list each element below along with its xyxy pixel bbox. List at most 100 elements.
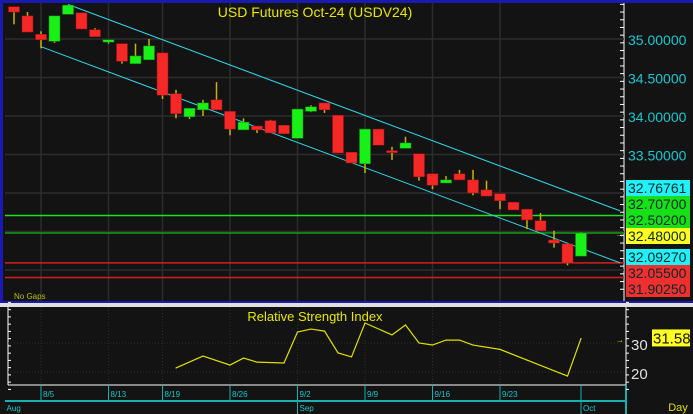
candle-down (251, 125, 263, 131)
date-label: 8/13 (111, 390, 127, 399)
date-label: 8/19 (165, 390, 181, 399)
rsi-value-label: 31.58 (653, 330, 691, 347)
candle-down (345, 151, 358, 164)
candle-down (75, 12, 88, 30)
rsi-point (323, 330, 326, 332)
candle-up (143, 45, 155, 61)
candle-down (507, 201, 520, 211)
rsi-point (283, 362, 285, 364)
price-label-box (626, 281, 690, 297)
date-label: 9/2 (300, 390, 312, 399)
date-label: 9/16 (435, 390, 451, 399)
candle-down (35, 34, 47, 41)
price-label-text: 32.09270 (628, 249, 687, 265)
candle-down (386, 150, 398, 153)
rsi-point (526, 359, 528, 361)
top-border (0, 0, 693, 3)
candle-down (372, 128, 385, 146)
main-panel-bottom-border (0, 301, 693, 303)
candle-up (48, 15, 61, 42)
candle-down (8, 6, 20, 13)
candle-up (399, 142, 412, 149)
candle-down (480, 189, 493, 197)
date-label: 9/9 (367, 390, 379, 399)
candle-down (224, 111, 236, 130)
rsi-point (445, 339, 447, 341)
candle-up (237, 121, 250, 131)
candle-up (183, 108, 196, 118)
candle-up (440, 179, 452, 184)
price-label-text: 32.48000 (628, 228, 687, 244)
rsi-point (580, 337, 582, 340)
price-label-text: 32.76761 (628, 180, 687, 196)
rsi-point (310, 328, 312, 330)
candle-down (413, 153, 425, 178)
candle-up (305, 106, 317, 112)
candle-up (575, 232, 587, 257)
candle-down (521, 208, 533, 221)
price-label-box (626, 228, 690, 244)
candle-up (359, 128, 371, 164)
gridlines (5, 3, 626, 385)
candle-down (278, 124, 290, 134)
candlesticks (8, 4, 587, 266)
rsi-tick-label: 20 (631, 366, 648, 383)
candle-up (129, 55, 142, 64)
period-label[interactable]: Day (668, 402, 688, 414)
candle-down (156, 52, 169, 96)
candle-down (332, 114, 344, 154)
candle-down (170, 93, 182, 114)
candle-down (264, 120, 277, 134)
candle-up (62, 4, 74, 15)
price-label-box (626, 249, 690, 265)
trend-channel[interactable] (40, 3, 621, 264)
horizontal-levels: → (5, 214, 624, 279)
price-label-box (626, 196, 690, 212)
candle-down (116, 43, 128, 62)
last-price-arrow-icon: → (615, 229, 624, 239)
candle-down (210, 99, 223, 111)
panel-splitter[interactable] (0, 303, 693, 307)
candle-down (89, 29, 101, 37)
candle-up (291, 108, 304, 139)
price-label-text: 32.70700 (628, 196, 687, 212)
rsi-point (350, 356, 353, 358)
candle-up (102, 39, 115, 43)
rsi-point (431, 344, 434, 346)
left-border (0, 0, 3, 303)
rsi-point (404, 324, 407, 326)
date-axis[interactable]: 8/5 8/13 8/19 8/26 9/2 9/9 9/16 9/23 Aug Sep Oct (7, 385, 597, 414)
month-label: Sep (300, 404, 315, 413)
rsi-point (364, 322, 366, 324)
price-label-box (626, 212, 690, 228)
date-label: 8/26 (232, 390, 248, 399)
rsi-point (458, 339, 461, 341)
month-label: Aug (7, 404, 21, 413)
candle-down (426, 173, 439, 186)
rsi-point (202, 355, 204, 357)
rsi-point (391, 334, 393, 336)
rsi-point (566, 375, 569, 377)
candle-down (21, 15, 34, 33)
candle-down (561, 243, 574, 264)
price-tick-label: 34.50000 (628, 71, 687, 87)
rsi-title: Relative Strength Index (247, 309, 383, 324)
channel-lower-line[interactable] (40, 46, 621, 264)
rsi-point (229, 364, 231, 366)
price-label-box (626, 265, 690, 281)
price-tick-label: 35.00000 (628, 32, 687, 48)
rsi-arrow-icon: → (616, 335, 624, 344)
rsi-point (175, 367, 177, 369)
rsi-panel: 30 20 → 31.58 (8, 301, 691, 390)
channel-upper-line[interactable] (67, 3, 621, 212)
price-tick-label: 33.50000 (628, 148, 687, 164)
rsi-point (337, 352, 339, 354)
rsi-point (418, 342, 420, 344)
rsi-point (499, 348, 501, 350)
candle-down (318, 102, 331, 111)
rsi-value-box (652, 329, 690, 347)
rsi-tick-label: 30 (631, 337, 648, 354)
price-axis[interactable]: 35.00000 34.50000 34.00000 33.50000 (620, 3, 687, 290)
price-label-text: 32.05500 (628, 265, 687, 281)
